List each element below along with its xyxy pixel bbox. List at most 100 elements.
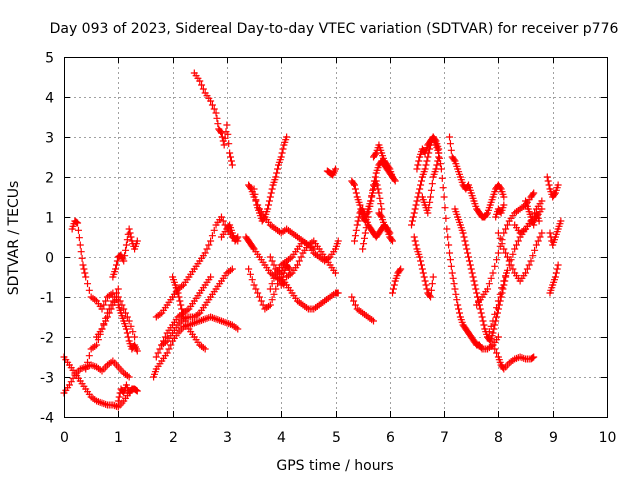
x-tick-label: 3 <box>223 430 232 446</box>
data-point <box>283 133 291 141</box>
data-point <box>107 301 115 309</box>
data-point <box>272 173 280 181</box>
data-point <box>425 204 433 212</box>
data-point <box>67 378 75 386</box>
data-point <box>411 205 419 213</box>
data-point <box>98 305 106 313</box>
data-point <box>427 186 435 194</box>
data-point <box>350 180 358 188</box>
data-point <box>444 233 452 241</box>
data-point <box>452 290 460 298</box>
data-point <box>352 226 360 234</box>
data-point <box>426 198 434 206</box>
data-point <box>246 270 254 278</box>
data-point <box>297 253 305 261</box>
data-point <box>421 277 429 285</box>
data-point <box>123 313 131 321</box>
data-point <box>257 297 265 305</box>
data-point <box>112 289 120 297</box>
data-series-arc14 <box>190 69 236 169</box>
data-point <box>120 305 128 313</box>
data-point <box>364 213 372 221</box>
data-point <box>502 225 510 233</box>
data-point <box>250 281 258 289</box>
data-point <box>450 280 458 288</box>
data-point <box>493 304 501 312</box>
data-point <box>365 208 373 216</box>
data-point <box>77 248 85 256</box>
data-point <box>82 273 90 281</box>
data-point <box>207 237 215 245</box>
data-point <box>529 354 537 362</box>
data-point <box>484 285 492 293</box>
data-point <box>527 257 535 265</box>
data-point <box>116 297 124 305</box>
data-point <box>530 353 538 361</box>
data-point <box>496 184 504 192</box>
data-point <box>74 219 82 227</box>
data-point <box>267 189 275 197</box>
data-series-arc13 <box>169 273 209 353</box>
data-point <box>199 85 207 93</box>
data-point <box>205 241 213 249</box>
data-point <box>332 269 339 277</box>
data-point <box>535 217 543 225</box>
data-point <box>496 290 504 298</box>
data-point <box>259 301 267 309</box>
data-point <box>196 77 204 85</box>
data-point <box>255 293 263 301</box>
data-point <box>465 257 473 265</box>
data-point <box>489 329 497 337</box>
data-series-arc45 <box>543 173 562 201</box>
data-point <box>461 237 469 245</box>
data-point <box>356 201 364 209</box>
data-point <box>369 186 377 194</box>
data-series-arc20 <box>266 253 342 313</box>
data-point <box>285 265 293 273</box>
data-point <box>415 189 423 197</box>
data-point <box>423 157 431 165</box>
data-point <box>463 245 471 253</box>
data-point <box>260 214 268 222</box>
data-point <box>266 193 274 201</box>
data-series-arc33 <box>413 133 443 173</box>
data-point <box>534 237 542 245</box>
data-point <box>428 180 436 188</box>
data-point <box>362 224 370 232</box>
data-point <box>551 273 559 281</box>
data-point <box>371 150 379 158</box>
data-point <box>225 140 233 148</box>
data-point <box>278 277 286 285</box>
data-point <box>268 185 276 193</box>
data-series-arc19 <box>250 133 291 225</box>
data-point <box>447 146 455 154</box>
data-point <box>266 301 274 309</box>
x-tick-label: 9 <box>549 430 558 446</box>
data-point <box>494 229 502 237</box>
data-marks <box>60 69 565 411</box>
data-point <box>419 269 427 277</box>
data-point <box>385 228 393 236</box>
data-series-arc46 <box>546 217 565 249</box>
data-point <box>265 197 273 205</box>
data-point <box>278 149 286 157</box>
data-series-arc35 <box>418 153 443 217</box>
data-point <box>370 181 378 189</box>
data-point <box>417 261 425 269</box>
data-point <box>513 241 520 249</box>
data-point <box>363 218 371 226</box>
data-point <box>228 161 236 169</box>
data-point <box>446 133 454 141</box>
data-point <box>351 237 359 245</box>
x-tick-label: 2 <box>169 430 178 446</box>
data-point <box>80 265 88 273</box>
data-point <box>538 197 546 205</box>
data-point <box>213 114 221 122</box>
data-point <box>279 145 287 153</box>
data-point <box>496 234 504 242</box>
x-tick-label: 7 <box>440 430 449 446</box>
data-point <box>464 249 472 257</box>
data-point <box>414 161 422 169</box>
data-point <box>249 244 257 252</box>
